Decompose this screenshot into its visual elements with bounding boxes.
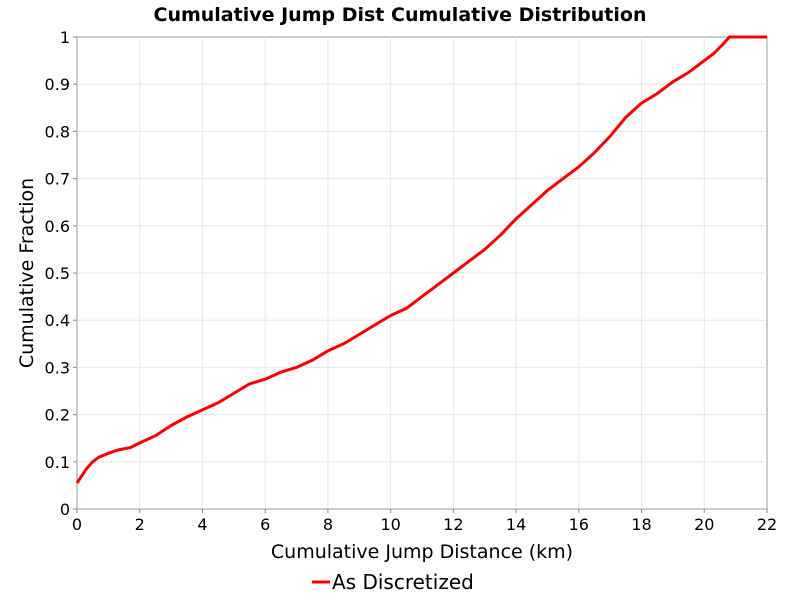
- grid: [77, 37, 767, 509]
- x-tick-label: 18: [631, 515, 651, 534]
- y-tick-label: 0.6: [45, 217, 70, 236]
- x-tick-label: 10: [380, 515, 400, 534]
- series-group: [75, 35, 767, 484]
- y-tick-label: 0.4: [45, 311, 70, 330]
- y-tick-label: 0.8: [45, 122, 70, 141]
- x-tick-label: 20: [694, 515, 714, 534]
- y-tick-label: 0.3: [45, 358, 70, 377]
- y-tick-label: 0.5: [45, 264, 70, 283]
- x-tick-label: 2: [135, 515, 145, 534]
- y-tick-label: 0.9: [45, 75, 70, 94]
- x-tick-label: 12: [443, 515, 463, 534]
- legend: As Discretized: [312, 570, 474, 594]
- legend-label: As Discretized: [332, 570, 474, 594]
- x-tick-label: 4: [197, 515, 207, 534]
- tick-marks: [73, 36, 768, 513]
- y-tick-label: 1: [60, 28, 70, 47]
- x-tick-label: 16: [569, 515, 589, 534]
- x-tick-label: 6: [260, 515, 270, 534]
- x-tick-label: 22: [757, 515, 777, 534]
- y-tick-label: 0.2: [45, 406, 70, 425]
- x-tick-label: 8: [323, 515, 333, 534]
- y-tick-label: 0.1: [45, 453, 70, 472]
- x-tick-label: 0: [72, 515, 82, 534]
- y-tick-label: 0.7: [45, 170, 70, 189]
- x-axis-label: Cumulative Jump Distance (km): [271, 541, 573, 563]
- chart-title: Cumulative Jump Dist Cumulative Distribu…: [154, 4, 647, 26]
- y-tick-labels: 0 0.1 0.2 0.3 0.4 0.5 0.6 0.7 0.8 0.9 1: [45, 28, 70, 519]
- x-tick-label: 14: [506, 515, 526, 534]
- y-tick-label: 0: [60, 500, 70, 519]
- series-line-0: [75, 35, 767, 484]
- y-axis-label: Cumulative Fraction: [16, 178, 38, 368]
- x-tick-labels: 0 2 4 6 8 10 12 14 16 18 20 22: [72, 515, 777, 534]
